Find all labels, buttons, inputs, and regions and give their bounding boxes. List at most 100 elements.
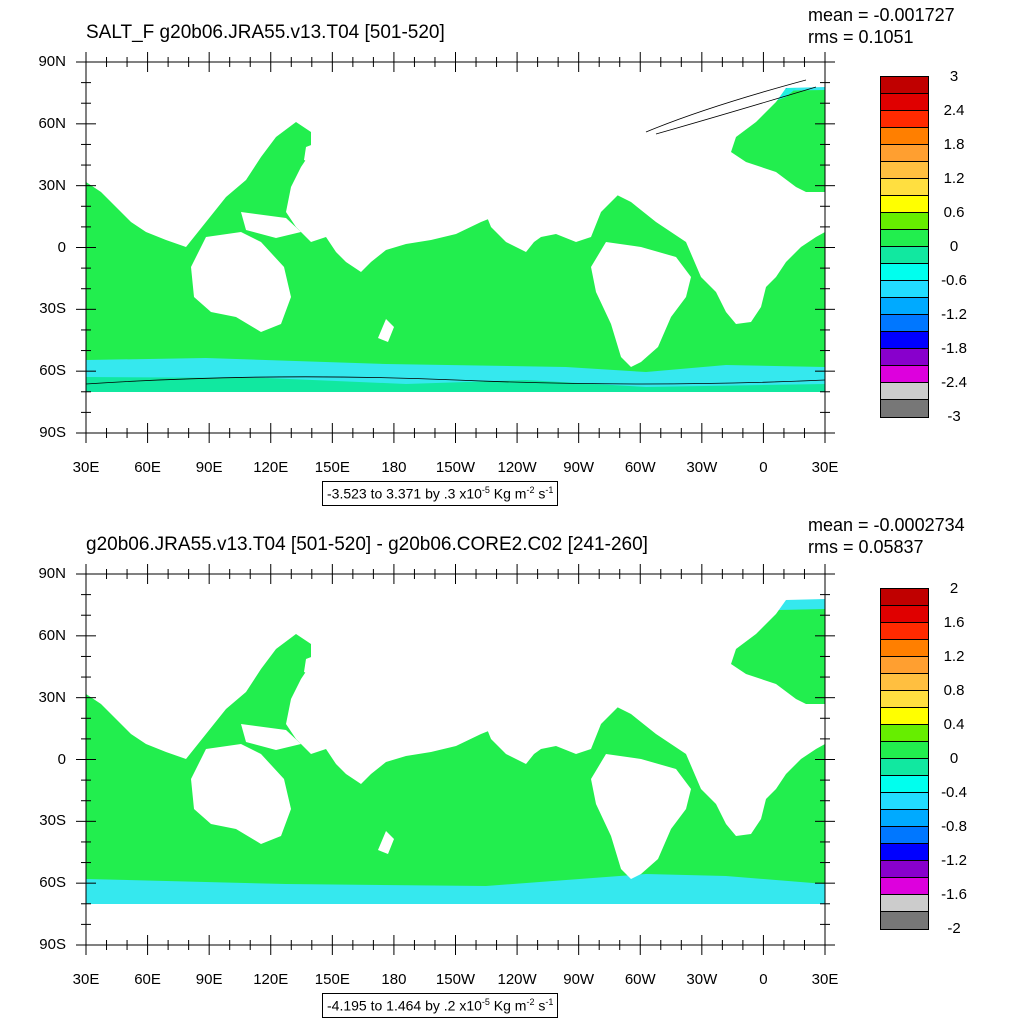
- bottom-map-title: g20b06.JRA55.v13.T04 [501-520] - g20b06.…: [86, 534, 648, 555]
- bottom-lat-label: 90S: [39, 936, 66, 953]
- bottom-lon-label: 90E: [195, 971, 223, 988]
- bottom-lon-label: 60W: [624, 971, 656, 988]
- top-land-north-america: [326, 70, 646, 252]
- bottom-colorbar-cell: [881, 691, 928, 708]
- bottom-contour-range-box: -4.195 to 1.464 by .2 x10-5 Kg m-2 s-1: [322, 993, 559, 1018]
- top-rms-stat: rms = 0.1051: [808, 27, 914, 47]
- top-lon-label: 120W: [497, 459, 537, 476]
- bottom-lat-label: 90N: [38, 565, 66, 582]
- top-lon-label: 30E: [811, 459, 839, 476]
- bottom-colorbar-cell: [881, 640, 928, 657]
- top-colorbar-cell: [881, 264, 928, 281]
- top-land-australia: [191, 232, 291, 332]
- top-lat-label: 30S: [39, 300, 66, 318]
- top-land-japan: [304, 142, 324, 164]
- top-contour-lines: [85, 79, 826, 385]
- top-lat-label: 30N: [38, 176, 66, 194]
- top-colorbar-cell: [881, 366, 928, 383]
- top-colorbar: [880, 76, 929, 418]
- top-tick-marks: [76, 52, 835, 443]
- top-colorbar-label: -1.2: [941, 306, 967, 323]
- bottom-land-japan: [304, 654, 324, 676]
- bottom-lat-label: 60S: [39, 874, 66, 892]
- top-lon-label: 90E: [195, 459, 223, 476]
- top-range-unit-a-exp: -2: [526, 485, 535, 495]
- top-lon-label: 30E: [72, 459, 100, 476]
- bottom-colorbar-label: -1.2: [941, 852, 967, 869]
- top-lat-label: 60N: [38, 114, 66, 132]
- top-colorbar-cell: [881, 315, 928, 332]
- bottom-colorbar-cell: [881, 623, 928, 640]
- top-colorbar-label: 0.6: [943, 204, 965, 221]
- bottom-colorbar-cell: [881, 708, 928, 725]
- bottom-range-text: -4.195 to 1.464 by .2 x10: [327, 997, 482, 1014]
- top-colorbar-label: 2.4: [943, 102, 965, 119]
- top-mean-stat: mean = -0.001727: [808, 5, 955, 25]
- top-colorbar-cell: [881, 213, 928, 230]
- bottom-colorbar-cell: [881, 861, 928, 878]
- top-lon-label: 60E: [134, 459, 161, 476]
- top-range-exp: -5: [481, 485, 490, 495]
- bottom-land-indonesia: [241, 724, 301, 750]
- bottom-colorbar-cell: [881, 878, 928, 895]
- top-colorbar-cell: [881, 349, 928, 366]
- bottom-colorbar-label: 0.8: [943, 682, 965, 699]
- top-southern-ocean-inner: [86, 377, 825, 392]
- bottom-colorbar-cell: [881, 793, 928, 810]
- top-map-title: SALT_F g20b06.JRA55.v13.T04 [501-520]: [86, 22, 445, 43]
- bottom-range-unit-a: Kg m: [489, 997, 527, 1014]
- bottom-lat-label: 30S: [39, 812, 66, 830]
- bottom-colorbar-label: 0.4: [943, 716, 965, 733]
- top-range-unit-b-exp: -1: [545, 485, 554, 495]
- bottom-colorbar-cell: [881, 742, 928, 759]
- bottom-colorbar-label: 2: [949, 580, 959, 597]
- top-lon-label: 150E: [314, 459, 350, 476]
- bottom-colorbar-cell: [881, 674, 928, 691]
- bottom-land-greenland: [591, 579, 726, 639]
- top-colorbar-cell: [881, 162, 928, 179]
- top-contour-range-box: -3.523 to 3.371 by .3 x10-5 Kg m-2 s-1: [322, 481, 559, 506]
- bottom-colorbar-cell: [881, 759, 928, 776]
- top-lat-label: 90N: [38, 53, 66, 70]
- bottom-colorbar-cell: [881, 725, 928, 742]
- bottom-colorbar: [880, 588, 929, 930]
- bottom-lon-label: 180: [381, 971, 407, 988]
- top-lon-label: 150W: [435, 459, 476, 476]
- bottom-land-south-america: [591, 754, 691, 879]
- bottom-colorbar-cell: [881, 776, 928, 793]
- bottom-land-new-zealand: [378, 831, 394, 854]
- top-colorbar-cell: [881, 247, 928, 264]
- top-lon-label: 120E: [253, 459, 289, 476]
- top-lon-label: 90W: [563, 459, 595, 476]
- bottom-colorbar-cell: [881, 606, 928, 623]
- top-range-text: -3.523 to 3.371 by .3 x10: [327, 485, 482, 502]
- bottom-land-antarctica: [86, 904, 825, 945]
- top-colorbar-label: -3: [947, 408, 961, 425]
- bottom-colorbar-label: 1.2: [943, 648, 965, 665]
- top-colorbar-cell: [881, 383, 928, 400]
- bottom-lat-label: 0: [57, 750, 66, 768]
- top-colorbar-label: 1.2: [943, 170, 965, 187]
- bottom-lon-label: 30W: [686, 971, 718, 988]
- top-colorbar-cell: [881, 196, 928, 213]
- bottom-range-unit-a-exp: -2: [526, 997, 535, 1007]
- bottom-lon-label: 60E: [134, 971, 161, 988]
- bottom-colorbar-cell: [881, 827, 928, 844]
- top-lon-label: 30W: [686, 459, 718, 476]
- top-range-unit-a: Kg m: [489, 485, 527, 502]
- top-colorbar-cell: [881, 179, 928, 196]
- bottom-colorbar-cell: [881, 657, 928, 674]
- top-colorbar-cell: [881, 400, 928, 417]
- bottom-lon-label: 150E: [314, 971, 350, 988]
- top-colorbar-cell: [881, 77, 928, 94]
- bottom-colorbar-label: -0.4: [941, 784, 967, 801]
- bottom-land-australia: [191, 744, 291, 844]
- bottom-land-asia-europe: [86, 574, 825, 836]
- bottom-colorbar-cell: [881, 912, 928, 929]
- bottom-colorbar-label: 0: [949, 750, 959, 767]
- bottom-colorbar-cell: [881, 810, 928, 827]
- top-colorbar-cell: [881, 94, 928, 111]
- bottom-tick-marks: [76, 564, 835, 955]
- top-colorbar-cell: [881, 145, 928, 162]
- bottom-colorbar-label: 1.6: [943, 614, 965, 631]
